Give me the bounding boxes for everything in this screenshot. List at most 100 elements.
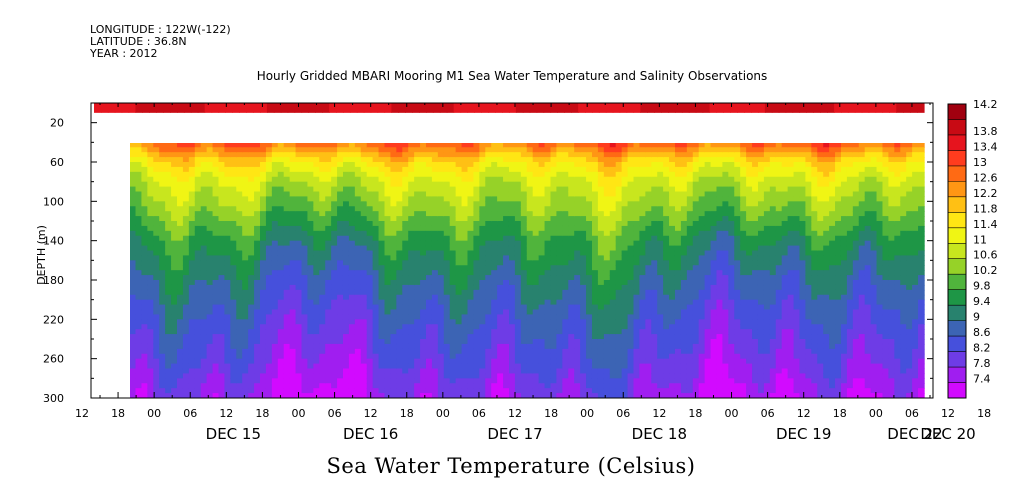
heatmap-cell (265, 162, 273, 168)
heatmap-cell (556, 383, 564, 389)
heatmap-cell (532, 319, 540, 325)
heatmap-cell (491, 216, 498, 222)
heatmap-cell (200, 294, 208, 301)
heatmap-cell (420, 152, 427, 158)
heatmap-cell (378, 289, 386, 296)
heatmap-cell (568, 270, 575, 276)
heatmap-cell (508, 152, 516, 158)
heatmap-cell (283, 299, 291, 306)
heatmap-cell (437, 211, 445, 217)
heatmap-cell (319, 191, 326, 198)
heatmap-cell (597, 240, 605, 247)
heatmap-cell (645, 230, 652, 237)
heatmap-cell (633, 368, 641, 375)
heatmap-cell (260, 299, 267, 306)
surface-cell (806, 103, 814, 113)
heatmap-cell (354, 186, 362, 193)
heatmap-cell (550, 304, 558, 311)
heatmap-cell (283, 230, 291, 237)
heatmap-cell (325, 309, 332, 316)
heatmap-cell (242, 284, 249, 291)
heatmap-cell (574, 143, 581, 148)
heatmap-cell (254, 186, 261, 193)
heatmap-cell (627, 196, 635, 203)
heatmap-cell (283, 348, 291, 355)
heatmap-cell (449, 191, 457, 198)
heatmap-cell (206, 181, 214, 188)
heatmap-cell (165, 329, 172, 335)
heatmap-cell (260, 270, 267, 276)
heatmap-cell (295, 304, 303, 311)
heatmap-cell (295, 343, 303, 350)
surface-cell (536, 103, 545, 113)
heatmap-cell (485, 171, 492, 178)
heatmap-cell (265, 309, 273, 316)
heatmap-cell (331, 378, 338, 384)
heatmap-cell (431, 157, 439, 163)
heatmap-cell (568, 284, 575, 291)
heatmap-cell (508, 314, 516, 321)
heatmap-cell (497, 230, 504, 237)
heatmap-cell (639, 211, 647, 217)
heatmap-cell (437, 284, 445, 291)
heatmap-cell (301, 225, 309, 232)
surface-cell (190, 103, 199, 113)
heatmap-cell (455, 225, 463, 232)
surface-cell (197, 103, 206, 113)
heatmap-cell (135, 147, 143, 153)
heatmap-cell (574, 280, 581, 286)
heatmap-cell (402, 378, 409, 384)
heatmap-cell (295, 240, 303, 247)
heatmap-cell (372, 225, 380, 232)
heatmap-cell (218, 304, 226, 311)
heatmap-cell (319, 314, 326, 321)
heatmap-cell (182, 240, 190, 247)
heatmap-cell (319, 270, 326, 276)
heatmap-cell (360, 294, 368, 301)
surface-cell (495, 103, 503, 113)
heatmap-cell (384, 358, 392, 365)
heatmap-cell (503, 176, 510, 183)
heatmap-cell (177, 240, 184, 247)
heatmap-cell (206, 211, 214, 217)
heatmap-cell (467, 358, 475, 365)
heatmap-cell (153, 368, 160, 375)
heatmap-cell (431, 353, 439, 360)
heatmap-cell (461, 280, 469, 286)
heatmap-cell (141, 348, 149, 355)
heatmap-cell (639, 388, 647, 394)
heatmap-cell (141, 270, 149, 276)
heatmap-cell (354, 171, 362, 178)
surface-cell (647, 103, 655, 113)
heatmap-cell (390, 201, 398, 207)
heatmap-cell (431, 393, 439, 398)
heatmap-cell (491, 166, 498, 173)
heatmap-cell (609, 250, 617, 257)
heatmap-cell (479, 393, 486, 398)
heatmap-cell (449, 275, 457, 281)
heatmap-cell (188, 250, 196, 257)
heatmap-cell (520, 348, 528, 355)
heatmap-cell (260, 388, 267, 394)
heatmap-cell (609, 383, 617, 389)
heatmap-cell (337, 339, 344, 345)
heatmap-cell (550, 240, 558, 247)
heatmap-cell (224, 225, 232, 232)
heatmap-cell (538, 343, 546, 350)
heatmap-cell (153, 329, 160, 335)
heatmap-cell (615, 294, 623, 301)
heatmap-cell (437, 358, 445, 365)
heatmap-cell (165, 348, 172, 355)
heatmap-cell (449, 353, 457, 360)
heatmap-cell (621, 309, 629, 316)
heatmap-cell (544, 181, 552, 188)
heatmap-cell (159, 284, 166, 291)
heatmap-cell (242, 329, 249, 335)
heatmap-cell (586, 181, 593, 188)
heatmap-cell (265, 176, 273, 183)
heatmap-cell (147, 393, 154, 398)
heatmap-cell (230, 294, 237, 301)
heatmap-cell (236, 393, 243, 398)
heatmap-cell (402, 339, 409, 345)
heatmap-cell (402, 166, 409, 173)
